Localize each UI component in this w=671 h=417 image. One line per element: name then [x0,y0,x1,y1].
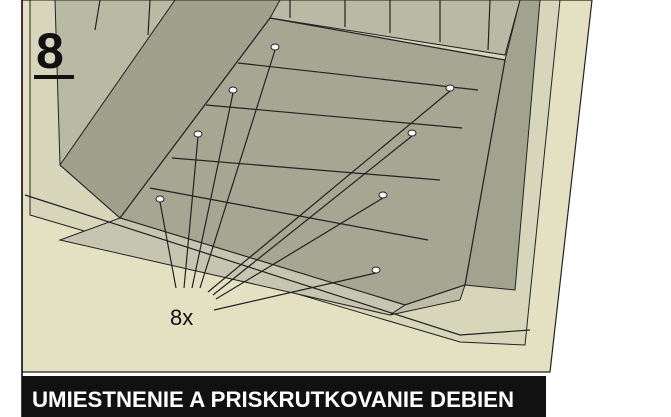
assembly-step: 8 8x UMIESTNENIE A PRISKRUTKOVANIE DEBIE… [0,0,671,417]
illustration [22,0,592,372]
step-number: 8 [36,23,64,79]
callout: 8x [170,305,193,330]
caption: UMIESTNENIE A PRISKRUTKOVANIE DEBIEN [32,387,514,412]
